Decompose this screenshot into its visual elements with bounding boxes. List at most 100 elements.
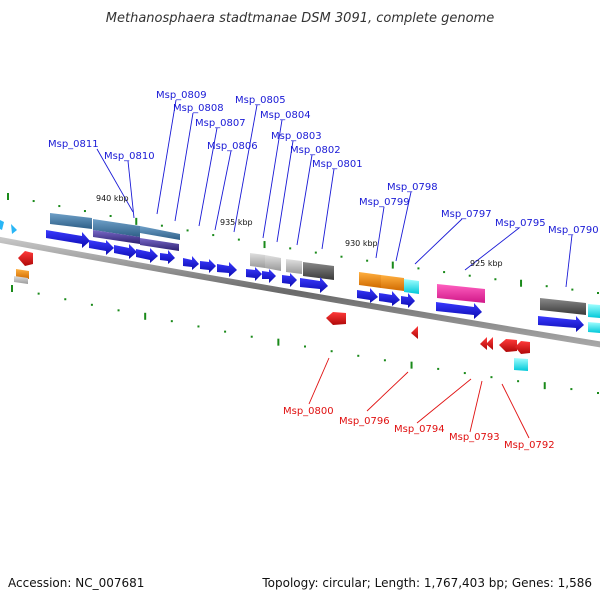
feature-bar bbox=[359, 272, 381, 288]
forward-gene-arrow bbox=[401, 293, 415, 308]
leader-line bbox=[375, 206, 385, 259]
feature-bar bbox=[16, 269, 29, 279]
leader-line bbox=[308, 357, 330, 405]
genome-backbone bbox=[0, 236, 600, 348]
leader-line bbox=[469, 380, 483, 433]
scale-tick bbox=[237, 238, 240, 241]
edge-feature-arrow bbox=[11, 224, 17, 234]
gene-label[interactable]: Msp_0809 bbox=[156, 90, 207, 101]
forward-gene-arrow bbox=[160, 250, 175, 264]
gene-label[interactable]: Msp_0800 bbox=[283, 406, 334, 417]
leader-line bbox=[464, 227, 520, 271]
scale-tick bbox=[437, 367, 440, 370]
forward-gene-arrow bbox=[200, 259, 216, 273]
gene-label[interactable]: Msp_0790 bbox=[548, 225, 599, 236]
forward-gene-arrow bbox=[183, 256, 199, 270]
leader-line bbox=[565, 234, 573, 288]
scale-tick bbox=[468, 274, 471, 277]
forward-gene-arrow bbox=[89, 240, 114, 255]
scale-tick bbox=[263, 241, 266, 249]
feature-bar bbox=[588, 322, 600, 333]
gene-label[interactable]: Msp_0804 bbox=[260, 110, 311, 121]
reverse-arrows bbox=[18, 251, 530, 354]
gene-label[interactable]: Msp_0793 bbox=[449, 432, 500, 443]
gene-label[interactable]: Msp_0794 bbox=[394, 424, 445, 435]
gene-label[interactable]: Msp_0798 bbox=[387, 182, 438, 193]
scale-tick bbox=[597, 292, 599, 294]
scale-tick bbox=[197, 325, 200, 328]
scale-tick bbox=[250, 335, 253, 338]
forward-arrows bbox=[46, 230, 584, 332]
forward-gene-arrow bbox=[136, 248, 158, 263]
scale-tick bbox=[224, 330, 227, 333]
gene-label[interactable]: Msp_0803 bbox=[271, 131, 322, 142]
accession-text: Accession: NC_007681 bbox=[8, 576, 144, 590]
feature-bar bbox=[514, 358, 528, 371]
gene-label[interactable]: Msp_0792 bbox=[504, 440, 555, 451]
feature-bar bbox=[250, 253, 265, 268]
scale-tick bbox=[37, 292, 40, 295]
position-label: 940 kbp bbox=[96, 194, 129, 203]
forward-gene-labels: Msp_0811 Msp_0810 Msp_0809 Msp_0808 Msp_… bbox=[48, 90, 599, 236]
forward-gene-arrow bbox=[436, 302, 482, 319]
scale-tick bbox=[570, 388, 573, 391]
leader-line bbox=[198, 127, 218, 227]
reverse-gene-arrow bbox=[499, 339, 517, 352]
gene-label[interactable]: Msp_0806 bbox=[207, 141, 258, 152]
feature-bar bbox=[14, 276, 28, 284]
reverse-gene-arrow bbox=[480, 337, 487, 350]
scale-tick bbox=[383, 359, 386, 362]
feature-bar bbox=[93, 230, 140, 244]
gene-label[interactable]: Msp_0807 bbox=[195, 118, 246, 129]
forward-gene-arrow bbox=[262, 269, 276, 283]
scale-tick bbox=[83, 210, 86, 213]
reverse-gene-arrow bbox=[411, 326, 418, 339]
gene-label[interactable]: Msp_0797 bbox=[441, 209, 492, 220]
scale-tick bbox=[170, 320, 173, 323]
leader-line bbox=[296, 154, 313, 246]
scale-tick bbox=[277, 338, 280, 346]
gene-label[interactable]: Msp_0799 bbox=[359, 197, 410, 208]
gene-label[interactable]: Msp_0810 bbox=[104, 151, 155, 162]
scale-tick bbox=[357, 354, 360, 357]
scale-tick bbox=[490, 376, 493, 379]
forward-gene-arrow bbox=[114, 244, 137, 259]
leader-lines bbox=[96, 99, 573, 439]
leader-line bbox=[321, 168, 335, 250]
tick-marks bbox=[7, 193, 599, 394]
scale-tick bbox=[494, 278, 497, 281]
gene-label[interactable]: Msp_0805 bbox=[235, 95, 286, 106]
forward-gene-arrow bbox=[217, 262, 237, 277]
scale-tick bbox=[212, 234, 215, 237]
feature-bar bbox=[404, 279, 419, 294]
forward-gene-arrow bbox=[300, 277, 328, 293]
feature-bar bbox=[50, 213, 92, 229]
leader-line bbox=[395, 191, 412, 262]
leader-line bbox=[214, 150, 232, 231]
scale-tick bbox=[330, 350, 333, 353]
scale-tick bbox=[7, 193, 9, 200]
gene-label[interactable]: Msp_0801 bbox=[312, 159, 363, 170]
feature-bar bbox=[140, 226, 180, 240]
scale-tick bbox=[463, 372, 466, 375]
leader-line bbox=[366, 371, 409, 412]
scale-tick bbox=[597, 392, 599, 394]
scale-tick bbox=[443, 271, 446, 274]
gene-label[interactable]: Msp_0802 bbox=[290, 145, 341, 156]
leader-line bbox=[262, 119, 283, 239]
gene-label[interactable]: Msp_0811 bbox=[48, 139, 99, 150]
forward-gene-arrow bbox=[357, 288, 378, 303]
reverse-gene-arrow bbox=[326, 312, 346, 325]
forward-gene-arrow bbox=[538, 316, 584, 332]
gene-label[interactable]: Msp_0796 bbox=[339, 416, 390, 427]
scale-tick bbox=[304, 345, 306, 348]
scale-tick bbox=[32, 200, 35, 203]
position-label: 935 kbp bbox=[220, 218, 253, 227]
feature-bar bbox=[437, 284, 485, 303]
scale-tick bbox=[410, 361, 413, 369]
scale-tick bbox=[58, 205, 61, 208]
scale-tick bbox=[135, 217, 138, 225]
gene-label[interactable]: Msp_0795 bbox=[495, 218, 546, 229]
scale-tick bbox=[545, 285, 548, 288]
gene-label[interactable]: Msp_0808 bbox=[173, 103, 224, 114]
